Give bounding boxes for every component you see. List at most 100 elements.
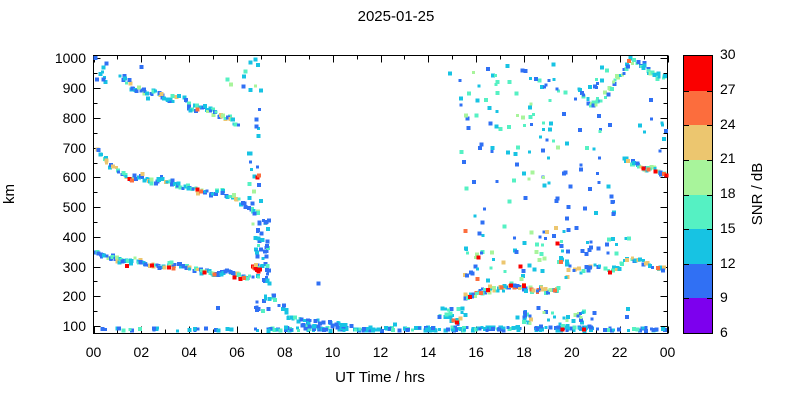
data-point bbox=[455, 320, 459, 325]
data-point bbox=[483, 97, 488, 102]
data-point bbox=[385, 327, 389, 331]
data-point bbox=[657, 75, 661, 79]
data-point bbox=[632, 326, 636, 331]
data-point bbox=[619, 262, 624, 267]
y-tick-label: 900 bbox=[62, 80, 86, 97]
data-point bbox=[448, 314, 453, 319]
colorbar-band bbox=[684, 159, 712, 195]
data-point bbox=[502, 326, 506, 330]
data-point bbox=[431, 326, 435, 331]
data-point bbox=[115, 259, 120, 264]
data-point bbox=[410, 328, 414, 332]
data-point bbox=[134, 177, 138, 182]
colorbar-notch bbox=[684, 298, 689, 299]
data-point bbox=[187, 328, 192, 333]
data-point bbox=[632, 58, 636, 62]
data-point bbox=[556, 286, 561, 291]
data-point bbox=[581, 310, 585, 314]
data-point bbox=[428, 328, 433, 333]
data-point bbox=[612, 328, 616, 332]
data-point bbox=[485, 328, 489, 332]
data-point bbox=[284, 310, 289, 315]
data-point bbox=[576, 266, 581, 271]
data-point bbox=[590, 102, 593, 106]
data-point bbox=[566, 268, 571, 272]
data-point bbox=[637, 164, 641, 169]
data-point bbox=[587, 187, 592, 191]
data-point bbox=[344, 327, 349, 332]
data-point bbox=[391, 328, 396, 332]
data-point bbox=[437, 315, 442, 319]
data-point bbox=[490, 327, 495, 331]
data-point bbox=[307, 324, 312, 329]
data-point bbox=[253, 305, 257, 309]
data-point bbox=[283, 325, 288, 330]
data-point bbox=[521, 319, 526, 324]
data-point bbox=[591, 103, 596, 108]
x-tick-label: 20 bbox=[564, 344, 580, 360]
data-point bbox=[635, 161, 640, 166]
data-point bbox=[499, 285, 504, 290]
data-point bbox=[202, 104, 207, 109]
data-point bbox=[599, 65, 604, 70]
data-point bbox=[564, 141, 569, 146]
data-point bbox=[199, 271, 204, 276]
data-point bbox=[576, 314, 580, 318]
data-point bbox=[311, 326, 316, 331]
data-point bbox=[622, 156, 627, 161]
data-point bbox=[477, 84, 481, 88]
data-point bbox=[94, 77, 99, 82]
data-point bbox=[316, 318, 320, 322]
data-point bbox=[495, 79, 500, 84]
data-point bbox=[474, 327, 479, 332]
data-point bbox=[262, 277, 267, 282]
data-point bbox=[627, 328, 631, 332]
x-tick-label: 22 bbox=[611, 344, 628, 360]
data-point bbox=[539, 327, 544, 332]
data-point bbox=[93, 55, 98, 60]
colorbar-notch bbox=[707, 264, 712, 265]
data-point bbox=[615, 243, 619, 246]
data-point bbox=[607, 122, 612, 127]
data-point bbox=[569, 326, 574, 331]
data-point bbox=[185, 99, 189, 103]
data-point bbox=[527, 105, 532, 110]
x-tick-label: 00 bbox=[85, 344, 102, 360]
data-point bbox=[176, 181, 181, 186]
data-point bbox=[463, 292, 468, 297]
data-point bbox=[225, 77, 230, 82]
data-point bbox=[232, 275, 237, 280]
data-point bbox=[448, 311, 453, 316]
data-point bbox=[524, 289, 528, 294]
data-point bbox=[650, 117, 654, 121]
data-point bbox=[277, 304, 281, 307]
data-point bbox=[232, 271, 237, 276]
data-point bbox=[458, 326, 463, 331]
data-point bbox=[307, 327, 312, 332]
data-point bbox=[228, 195, 232, 199]
data-point bbox=[639, 165, 643, 169]
data-point bbox=[525, 312, 530, 317]
data-point bbox=[143, 262, 148, 267]
data-point bbox=[622, 68, 626, 72]
data-point bbox=[306, 321, 311, 326]
data-point bbox=[564, 262, 569, 267]
data-point bbox=[611, 268, 615, 273]
data-point bbox=[361, 326, 366, 331]
data-point bbox=[478, 290, 483, 295]
data-point bbox=[520, 68, 525, 73]
data-point bbox=[256, 211, 261, 216]
data-point bbox=[527, 177, 531, 181]
data-point bbox=[579, 317, 584, 322]
data-point bbox=[622, 259, 626, 263]
data-point bbox=[523, 124, 527, 127]
data-point bbox=[599, 78, 604, 83]
data-point bbox=[392, 322, 397, 327]
data-point bbox=[565, 259, 570, 264]
data-point bbox=[216, 273, 221, 278]
data-point bbox=[475, 98, 480, 103]
data-point bbox=[511, 326, 516, 330]
data-point bbox=[543, 286, 548, 291]
data-point bbox=[226, 115, 231, 120]
data-point bbox=[596, 114, 601, 119]
